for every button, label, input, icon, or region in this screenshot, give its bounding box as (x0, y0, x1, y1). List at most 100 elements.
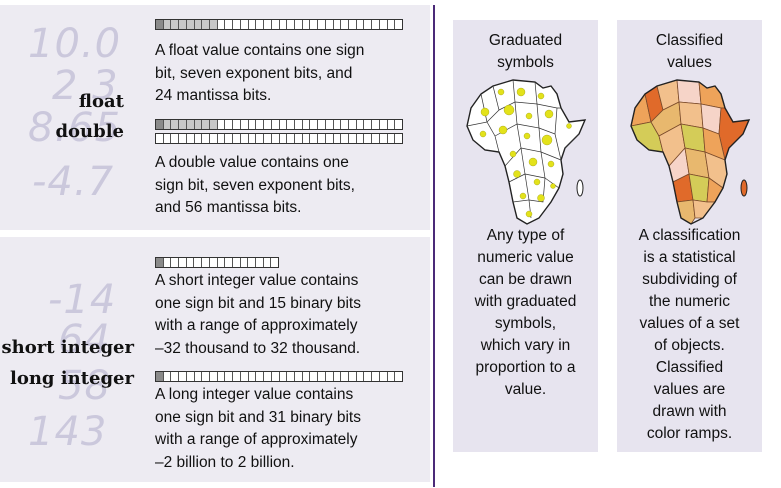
classified-description: A classification is a statistical subdiv… (621, 225, 758, 445)
bit-cell (202, 372, 211, 381)
double-bit-bar-1 (155, 119, 403, 130)
bit-cell (341, 134, 349, 143)
classified-text-line: is a statistical (643, 249, 736, 266)
bit-cell (249, 134, 257, 143)
bit-cell (341, 120, 349, 129)
bit-cell (357, 120, 365, 129)
bit-cell (264, 372, 272, 381)
bit-cell (171, 134, 180, 143)
classified-text-line: A classification (638, 227, 741, 244)
bit-cell (179, 134, 187, 143)
bit-cell (334, 20, 342, 29)
bit-cell (195, 372, 203, 381)
bit-cell (264, 120, 272, 129)
bit-cell (380, 372, 388, 381)
graduated-symbol (513, 170, 521, 178)
bit-cell (248, 258, 256, 267)
short-description: A short integer value contains one sign … (155, 270, 425, 360)
bit-cell (280, 134, 288, 143)
graduated-symbol (525, 112, 533, 120)
bit-cell (171, 372, 180, 381)
float-description-line: 24 mantissa bits. (155, 87, 272, 104)
bit-cell (280, 372, 288, 381)
graduated-text-line: proportion to a (475, 359, 576, 376)
africa-classified-map (630, 79, 751, 225)
bit-cell (395, 134, 402, 143)
short-description-line: –32 thousand to 32 thousand. (155, 339, 361, 357)
bit-cell (233, 258, 241, 267)
classified-values-panel: Classified values A classification is a … (617, 20, 762, 452)
bit-cell (334, 134, 342, 143)
bit-cell (187, 134, 195, 143)
short-bit-bar (155, 257, 279, 268)
classified-text-line: values are (653, 381, 726, 398)
graduated-symbol (544, 109, 554, 119)
bit-cell (280, 120, 288, 129)
graduated-text-line: value. (504, 381, 547, 398)
bit-cell (326, 134, 334, 143)
bit-cell (241, 120, 249, 129)
integer-number: 58 (58, 363, 111, 409)
bit-cell (287, 20, 295, 29)
bit-cell (179, 20, 187, 29)
africa-graduated-map (466, 79, 587, 225)
integer-number: -14 (48, 277, 117, 323)
bit-cell (186, 20, 195, 29)
classified-text-line: the numeric (649, 293, 730, 310)
bit-cell (210, 120, 218, 129)
bit-cell (179, 258, 187, 267)
bit-cell (334, 120, 342, 129)
bit-cell (310, 120, 319, 129)
bit-cell (295, 372, 303, 381)
integer-number: 64 (58, 317, 111, 363)
bit-cell (249, 20, 257, 29)
classified-title: Classified values (617, 30, 762, 74)
graduated-symbol (523, 132, 531, 140)
float-panel (0, 5, 430, 230)
bit-cell (249, 120, 257, 129)
float-number: 8.65 (28, 105, 122, 151)
classified-text-line: subdividing of (642, 271, 737, 288)
short-description-line: with a range of approximately (155, 317, 358, 334)
bit-cell (318, 372, 326, 381)
bit-cell (171, 120, 180, 129)
float-number: -4.7 (32, 159, 115, 205)
graduated-symbol (503, 104, 515, 116)
bit-cell (372, 120, 380, 129)
graduated-symbols-panel: Graduated symbols Any type of numeric va… (453, 20, 598, 452)
bit-cell (187, 372, 195, 381)
bit-cell (326, 372, 334, 381)
bit-cell (310, 134, 319, 143)
graduated-symbol (497, 88, 505, 96)
graduated-symbol (541, 134, 553, 146)
short-description-line: A short integer value contains (155, 272, 359, 289)
graduated-symbol (566, 123, 572, 129)
bit-cell (202, 134, 211, 143)
graduated-text-line: Any type of (486, 227, 565, 244)
bit-cell (349, 20, 357, 29)
long-bit-bar (155, 371, 403, 382)
bit-cell (272, 120, 280, 129)
graduated-symbol (509, 150, 517, 158)
graduated-symbol (525, 210, 533, 218)
bit-cell (164, 372, 172, 381)
double-label: double (55, 121, 124, 142)
float-number: 2.3 (52, 63, 119, 109)
bit-cell (295, 134, 303, 143)
bit-cell (303, 20, 311, 29)
bit-cell (225, 258, 233, 267)
bit-cell (233, 372, 241, 381)
short-integer-label: short integer (1, 337, 134, 358)
bit-cell (241, 258, 249, 267)
bit-cell (187, 258, 195, 267)
graduated-symbol (550, 183, 556, 189)
bit-cell (388, 20, 396, 29)
bit-cell (318, 120, 326, 129)
bit-cell (303, 372, 311, 381)
bit-cell (287, 372, 295, 381)
classified-text-line: drawn with (652, 403, 727, 420)
bit-cell (163, 20, 172, 29)
bit-cell (310, 20, 319, 29)
long-description-line: with a range of approximately (155, 431, 358, 448)
bit-cell (380, 134, 388, 143)
